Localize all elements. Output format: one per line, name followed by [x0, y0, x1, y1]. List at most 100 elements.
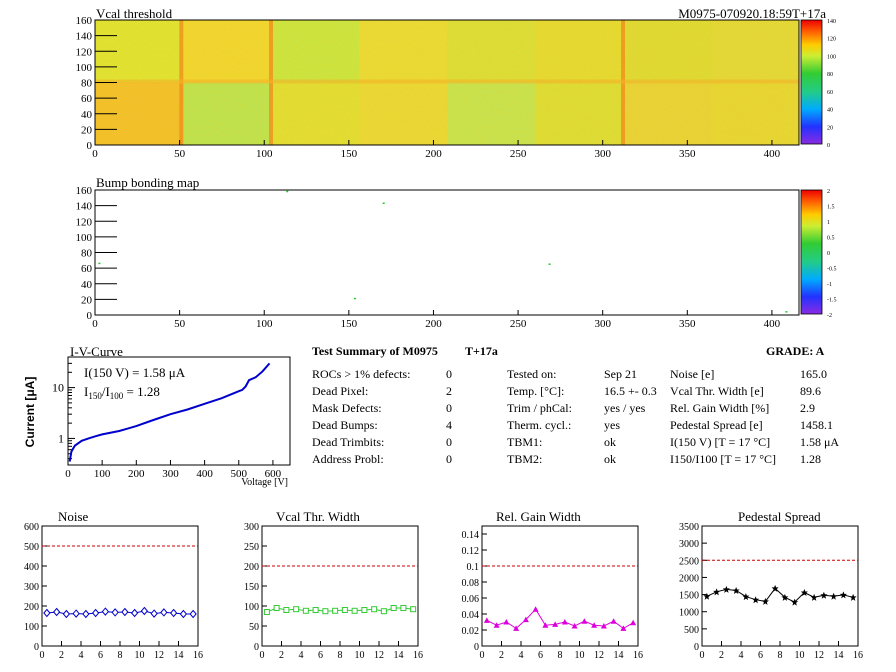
x-tick-label: 150	[341, 318, 358, 330]
data-point	[732, 586, 740, 594]
x-tick-label: 6	[538, 650, 543, 661]
iv-x-tick-label: 400	[196, 468, 213, 480]
y-tick-label: 600	[24, 522, 39, 533]
small-plot-frame	[261, 525, 419, 647]
data-point	[752, 596, 760, 604]
data-point	[130, 608, 139, 618]
data-point	[72, 609, 80, 618]
x-tick-label: 4	[519, 650, 524, 661]
data-point	[140, 606, 149, 616]
data-point	[169, 608, 178, 618]
iv-ylabel: Current [μA]	[23, 377, 37, 448]
colorbar-label: 2	[827, 189, 830, 195]
data-point	[351, 607, 358, 614]
x-tick-label: 16	[633, 650, 643, 661]
series-line	[266, 607, 414, 613]
x-tick-label: 400	[764, 148, 781, 160]
summary-value: 2	[446, 384, 452, 398]
data-point	[52, 607, 61, 617]
summary-value: Sep 21	[604, 367, 637, 381]
summary-value: yes / yes	[604, 401, 646, 415]
y-tick-label: 40	[81, 279, 93, 291]
y-tick-label: 3000	[679, 539, 699, 550]
y-tick-label: 0.06	[462, 594, 480, 605]
summary-value: 16.5 +- 0.3	[604, 384, 657, 398]
x-tick-label: 12	[154, 650, 164, 661]
y-tick-label: 200	[24, 602, 39, 613]
colorbar-label: 20	[827, 125, 833, 131]
small-plot-title: Pedestal Spread	[738, 509, 821, 524]
summary-value: 1.28	[800, 452, 821, 466]
summary-value: 89.6	[800, 384, 821, 398]
summary-temp-tag: T+17a	[465, 344, 498, 358]
summary-label: Address Probl:	[312, 452, 384, 466]
summary-label: ROCs > 1% defects:	[312, 367, 411, 381]
data-point	[703, 592, 711, 600]
x-tick-label: 8	[118, 650, 123, 661]
bump-point	[548, 263, 551, 265]
data-point	[189, 609, 197, 619]
iv-chart: 0 100 200 300 400 500 600 1 10 Current [μA] Volt…	[23, 356, 291, 488]
data-point	[522, 616, 529, 623]
bump-point	[286, 190, 289, 193]
summary-label: TBM2:	[507, 452, 543, 466]
y-tick-label: 150	[244, 582, 259, 593]
data-point	[341, 607, 348, 613]
data-point	[849, 593, 857, 601]
colorbar-label: -2	[827, 313, 832, 319]
bump-point	[382, 202, 385, 204]
heatmap2-title: Bump bonding map	[96, 175, 200, 190]
y-tick-label: 50	[249, 622, 259, 633]
colorbar-label: 1	[827, 220, 830, 226]
y-tick-label: 250	[244, 542, 259, 553]
y-tick-label: 80	[81, 248, 93, 260]
data-point	[620, 625, 627, 631]
x-tick-label: 16	[193, 650, 203, 661]
y-tick-label: 0.04	[462, 610, 480, 621]
data-point	[791, 598, 799, 606]
data-point	[91, 608, 100, 618]
iv-x-tick-label: 500	[231, 468, 248, 480]
data-point	[610, 618, 617, 624]
data-point	[503, 619, 510, 625]
data-point	[410, 606, 417, 613]
x-tick-label: 200	[425, 318, 442, 330]
data-point	[771, 584, 779, 592]
data-point	[332, 607, 339, 614]
x-tick-label: 10	[575, 650, 585, 661]
summary-value: 0	[446, 401, 452, 415]
y-tick-label: 400	[24, 562, 39, 573]
colorbar-label: 100	[827, 54, 836, 60]
data-point	[713, 588, 721, 596]
x-tick-label: 4	[79, 650, 84, 661]
data-point	[150, 609, 158, 618]
data-point	[293, 606, 300, 613]
colorbar-label: -1	[827, 282, 832, 288]
summary-label: Noise [e]	[670, 367, 715, 381]
summary-label: TBM1:	[507, 435, 543, 449]
summary-label: Tested on:	[507, 367, 557, 381]
data-point	[581, 618, 588, 624]
data-point	[591, 622, 598, 628]
data-point	[830, 592, 838, 600]
y-tick-label: 80	[81, 78, 93, 90]
y-tick-label: 0.1	[467, 562, 480, 573]
y-tick-label: 2000	[679, 573, 699, 584]
data-point	[62, 609, 71, 619]
summary-value: ok	[604, 435, 616, 449]
summary-value: 165.0	[800, 367, 827, 381]
heatmap2-colorbar	[800, 189, 823, 315]
x-tick-label: 0	[92, 318, 98, 330]
x-tick-label: 0	[260, 650, 265, 661]
data-point	[742, 593, 750, 601]
x-tick-label: 12	[594, 650, 604, 661]
small-plot-title: Vcal Thr. Width	[276, 509, 360, 524]
colorbar-label: 40	[827, 108, 833, 114]
data-point	[263, 609, 270, 615]
data-point	[513, 625, 520, 631]
colorbar-label: 120	[827, 37, 836, 43]
x-tick-label: 0	[700, 650, 705, 661]
x-tick-label: 2	[59, 650, 64, 661]
colorbar-label: 80	[827, 72, 833, 78]
heatmap1-noise	[95, 20, 799, 145]
